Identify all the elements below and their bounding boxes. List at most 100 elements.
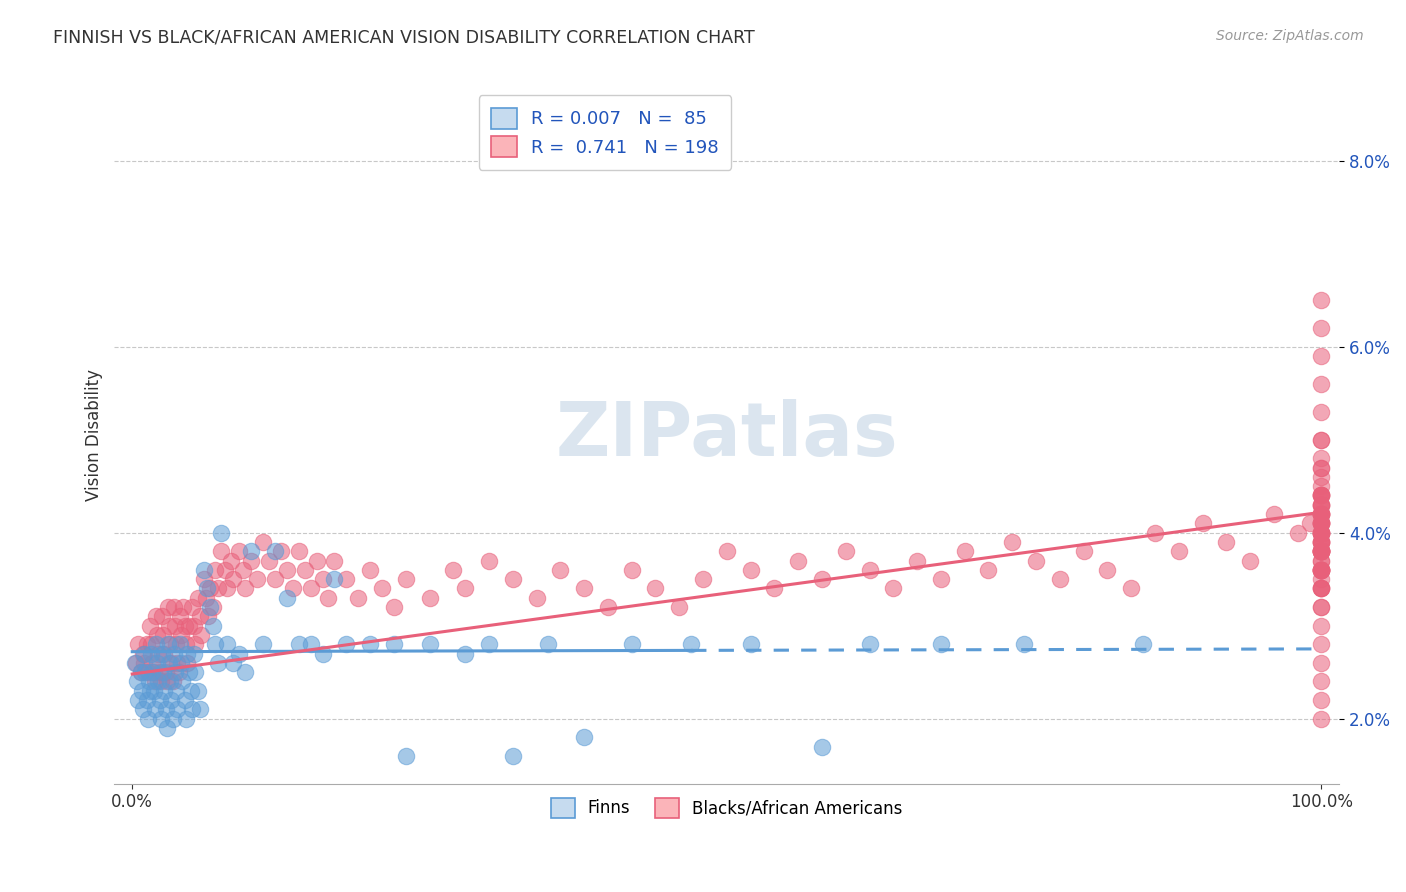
Point (1025, 553, 1047, 567)
Legend: Finns, Blacks/African Americans: Finns, Blacks/African Americans (544, 791, 910, 824)
Point (478, 637, 501, 651)
Point (202, 618, 225, 632)
Point (787, 553, 810, 567)
Point (1298, 516, 1320, 531)
Point (502, 748, 524, 763)
Point (1310, 488, 1333, 502)
Point (222, 656, 245, 670)
Point (217, 637, 239, 651)
Point (1310, 525, 1333, 540)
Point (202, 600, 225, 615)
Point (740, 637, 762, 651)
Point (287, 544, 309, 558)
Point (145, 609, 167, 624)
Point (157, 618, 180, 632)
Point (1310, 693, 1333, 707)
Point (1310, 637, 1333, 651)
Point (141, 656, 163, 670)
Point (166, 656, 188, 670)
Point (159, 674, 181, 689)
Point (1310, 516, 1333, 531)
Point (228, 544, 250, 558)
Point (1310, 535, 1333, 549)
Point (155, 702, 177, 716)
Point (1310, 433, 1333, 447)
Text: FINNISH VS BLACK/AFRICAN AMERICAN VISION DISABILITY CORRELATION CHART: FINNISH VS BLACK/AFRICAN AMERICAN VISION… (53, 29, 755, 46)
Point (134, 647, 156, 661)
Point (811, 572, 834, 586)
Point (157, 656, 180, 670)
Point (1310, 544, 1333, 558)
Point (419, 637, 441, 651)
Point (150, 647, 173, 661)
Point (1239, 553, 1261, 567)
Point (1310, 376, 1333, 391)
Point (129, 665, 152, 680)
Point (1310, 516, 1333, 531)
Point (180, 683, 202, 698)
Point (207, 582, 229, 596)
Point (740, 563, 762, 577)
Point (170, 656, 193, 670)
Point (1310, 535, 1333, 549)
Point (1310, 544, 1333, 558)
Point (1310, 516, 1333, 531)
Point (160, 656, 183, 670)
Point (1310, 516, 1333, 531)
Point (395, 572, 418, 586)
Point (1310, 498, 1333, 512)
Point (1310, 656, 1333, 670)
Point (1310, 563, 1333, 577)
Point (858, 563, 880, 577)
Point (395, 748, 418, 763)
Point (264, 544, 287, 558)
Point (156, 674, 179, 689)
Point (165, 637, 187, 651)
Point (142, 683, 165, 698)
Point (335, 572, 357, 586)
Point (176, 656, 198, 670)
Point (1310, 572, 1333, 586)
Point (174, 637, 197, 651)
Point (1310, 563, 1333, 577)
Point (953, 544, 976, 558)
Point (156, 637, 179, 651)
Point (537, 637, 560, 651)
Point (763, 582, 786, 596)
Point (1310, 507, 1333, 521)
Point (183, 647, 205, 661)
Point (163, 600, 186, 615)
Point (146, 656, 169, 670)
Point (1310, 516, 1333, 531)
Text: ZIPatlas: ZIPatlas (555, 399, 898, 472)
Point (1310, 321, 1333, 335)
Point (1310, 563, 1333, 577)
Point (1310, 525, 1333, 540)
Point (1310, 544, 1333, 558)
Point (132, 702, 155, 716)
Point (169, 609, 191, 624)
Point (135, 693, 157, 707)
Point (159, 637, 181, 651)
Point (160, 693, 183, 707)
Point (276, 563, 298, 577)
Point (1310, 712, 1333, 726)
Point (1310, 544, 1333, 558)
Point (1310, 498, 1333, 512)
Point (198, 582, 221, 596)
Point (454, 582, 477, 596)
Point (190, 628, 212, 642)
Point (858, 637, 880, 651)
Point (1012, 637, 1035, 651)
Point (156, 721, 179, 735)
Point (146, 628, 169, 642)
Point (1310, 544, 1333, 558)
Point (217, 582, 239, 596)
Point (1310, 600, 1333, 615)
Point (198, 600, 221, 615)
Point (382, 600, 405, 615)
Point (1215, 535, 1237, 549)
Point (150, 609, 173, 624)
Point (173, 618, 195, 632)
Point (132, 647, 155, 661)
